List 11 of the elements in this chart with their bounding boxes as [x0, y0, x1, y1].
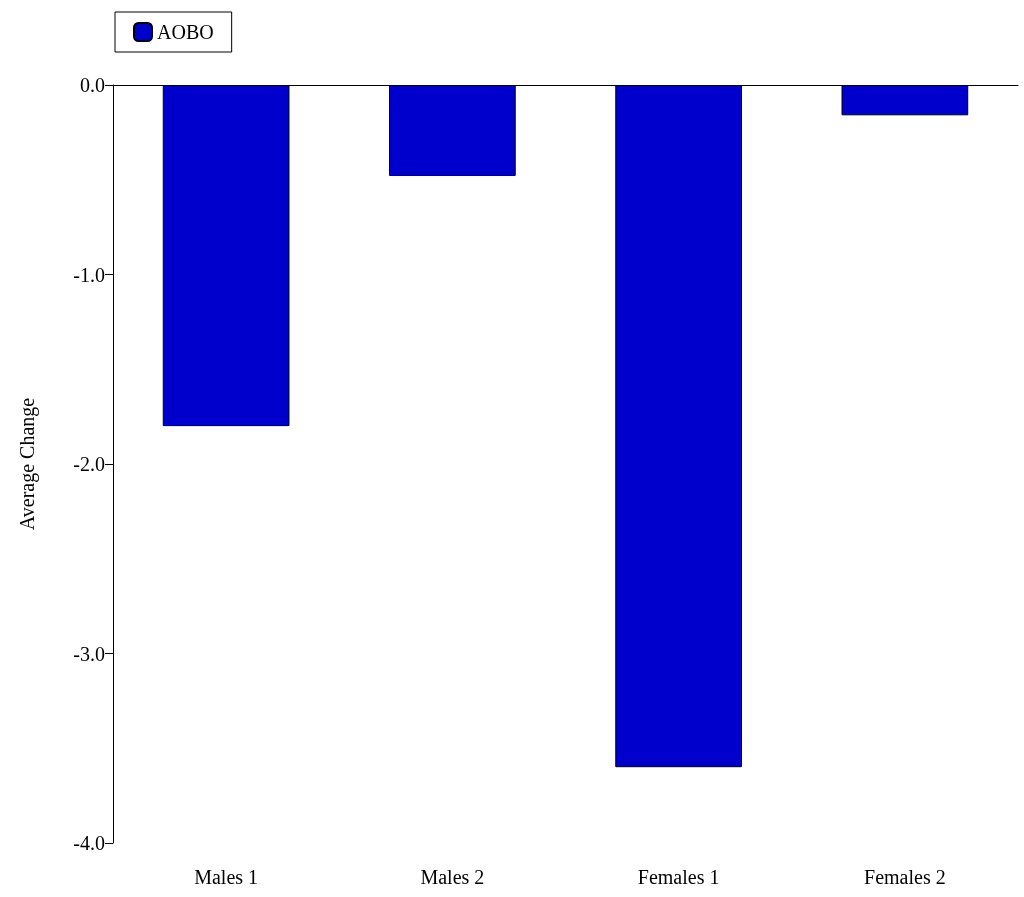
y-tick-label: -4.0 — [73, 832, 105, 854]
x-tick-label: Females 1 — [637, 866, 720, 888]
y-tick-label: 0.0 — [80, 74, 105, 96]
x-tick-label: Males 1 — [194, 866, 259, 888]
y-tick-label: -2.0 — [73, 453, 105, 475]
x-tick-label: Females 2 — [864, 866, 946, 888]
y-axis-title: Average Change — [16, 397, 39, 531]
y-tick-label: -1.0 — [73, 263, 105, 286]
y-tick-label: -3.0 — [73, 642, 105, 665]
legend-label: AOBO — [157, 21, 214, 43]
x-tick-label: Males 2 — [420, 866, 485, 888]
